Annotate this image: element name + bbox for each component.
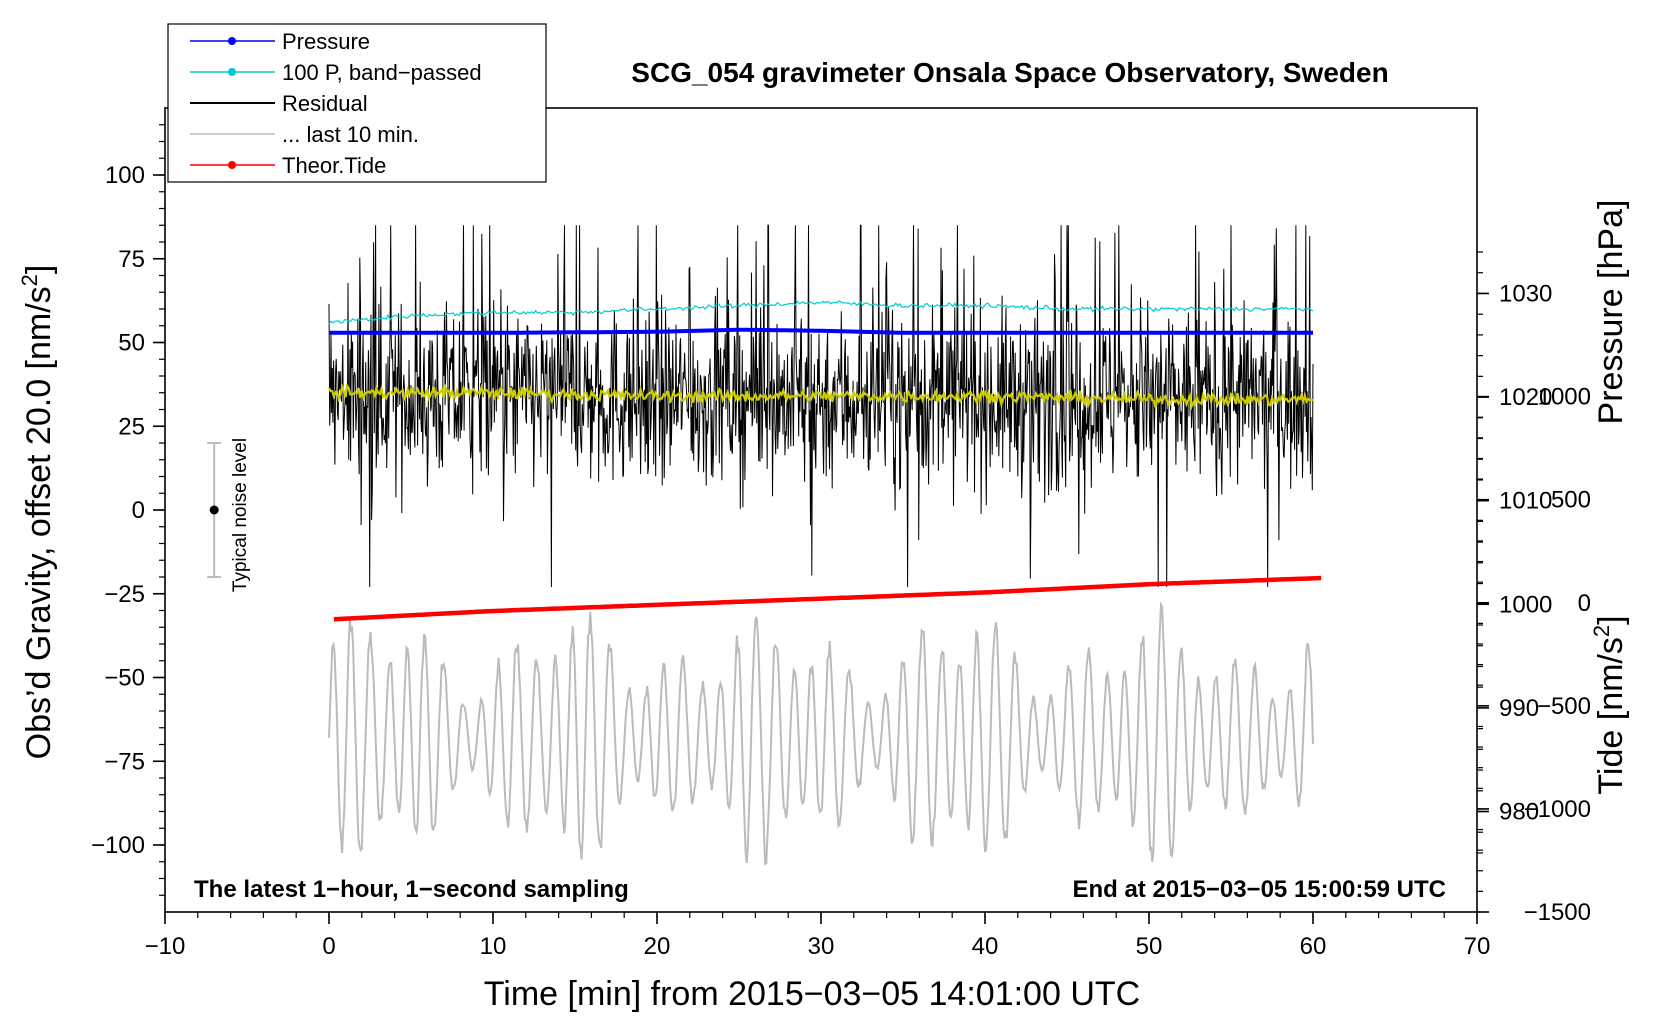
tide-tick-label: 0: [1578, 590, 1591, 617]
pressure-tick-label: 1000: [1499, 591, 1552, 618]
legend-marker-pressure: [228, 37, 236, 45]
series-layer: [328, 224, 1322, 866]
chart-title: SCG_054 gravimeter Onsala Space Observat…: [631, 57, 1388, 88]
tick-layer: −10 0 10 20 30 40 50 60 701007550250−25−50−75−10…: [91, 124, 1591, 960]
y-axis-label-tide: Tide [nm/s2]: [1589, 615, 1630, 794]
y-tick-label: −50: [104, 665, 145, 692]
series-residual-smoothed: [328, 382, 1314, 411]
x-tick-label: 10: [480, 933, 507, 960]
y-tick-label: 25: [118, 413, 145, 440]
noise-bar-center: [209, 505, 219, 515]
series-last-10-min: [328, 600, 1314, 866]
tide-tick-label: 1000: [1538, 384, 1591, 411]
x-tick-label: −10: [145, 933, 186, 960]
pressure-tick-label: 990: [1499, 695, 1539, 722]
series-theor-tide: [333, 575, 1322, 622]
tide-tick-label: −1500: [1524, 899, 1591, 926]
x-tick-label: 0: [322, 933, 335, 960]
x-tick-label: 70: [1464, 933, 1491, 960]
y-tick-label: −100: [91, 832, 145, 859]
legend-marker-100-p-band-passed: [228, 68, 236, 76]
legend-marker-theor-tide: [228, 161, 236, 169]
y-tick-label: −75: [104, 748, 145, 775]
x-tick-label: 60: [1300, 933, 1327, 960]
series-pressure: [329, 327, 1313, 335]
y-tick-label: 50: [118, 330, 145, 357]
tide-tick-label: −1000: [1524, 796, 1591, 823]
annotation-sampling: The latest 1−hour, 1−second sampling: [194, 876, 629, 903]
y-axis-label-pressure: Pressure [hPa]: [1592, 200, 1630, 425]
pressure-tick-label: 1010: [1499, 488, 1552, 515]
series-100p-band-passed: [328, 300, 1314, 325]
y-tick-label: 100: [105, 162, 145, 189]
legend: Pressure 100 P, band−passed Residual ... la…: [167, 23, 547, 183]
legend-label-100-p-band-passed: 100 P, band−passed: [282, 60, 482, 85]
legend-label-theor-tide: Theor.Tide: [282, 153, 386, 178]
pressure-tick-label: 1020: [1499, 384, 1552, 411]
x-tick-label: 40: [972, 933, 999, 960]
legend-label-pressure: Pressure: [282, 29, 370, 54]
legend-label-residual: Residual: [282, 91, 368, 116]
y-axis-label-left: Obs’d Gravity, offset 20.0 [nm/s2]: [17, 265, 58, 760]
legend-label-last-10-min: ... last 10 min.: [282, 122, 419, 147]
tide-tick-label: 500: [1551, 487, 1591, 514]
annotation-end-time: End at 2015−03−05 15:00:59 UTC: [1072, 876, 1446, 903]
pressure-tick-label: 980: [1499, 799, 1539, 826]
x-tick-label: 20: [644, 933, 671, 960]
y-tick-label: −25: [104, 581, 145, 608]
noise-label: Typical noise level: [230, 438, 251, 592]
x-tick-label: 50: [1136, 933, 1163, 960]
pressure-tick-label: 1030: [1499, 280, 1552, 307]
y-tick-label: 75: [118, 246, 145, 273]
x-tick-label: 30: [808, 933, 835, 960]
x-axis-label: Time [min] from 2015−03−05 14:01:00 UTC: [484, 975, 1140, 1013]
y-tick-label: 0: [132, 497, 145, 524]
tide-tick-label: −500: [1537, 693, 1591, 720]
noise-bar: [207, 442, 222, 578]
